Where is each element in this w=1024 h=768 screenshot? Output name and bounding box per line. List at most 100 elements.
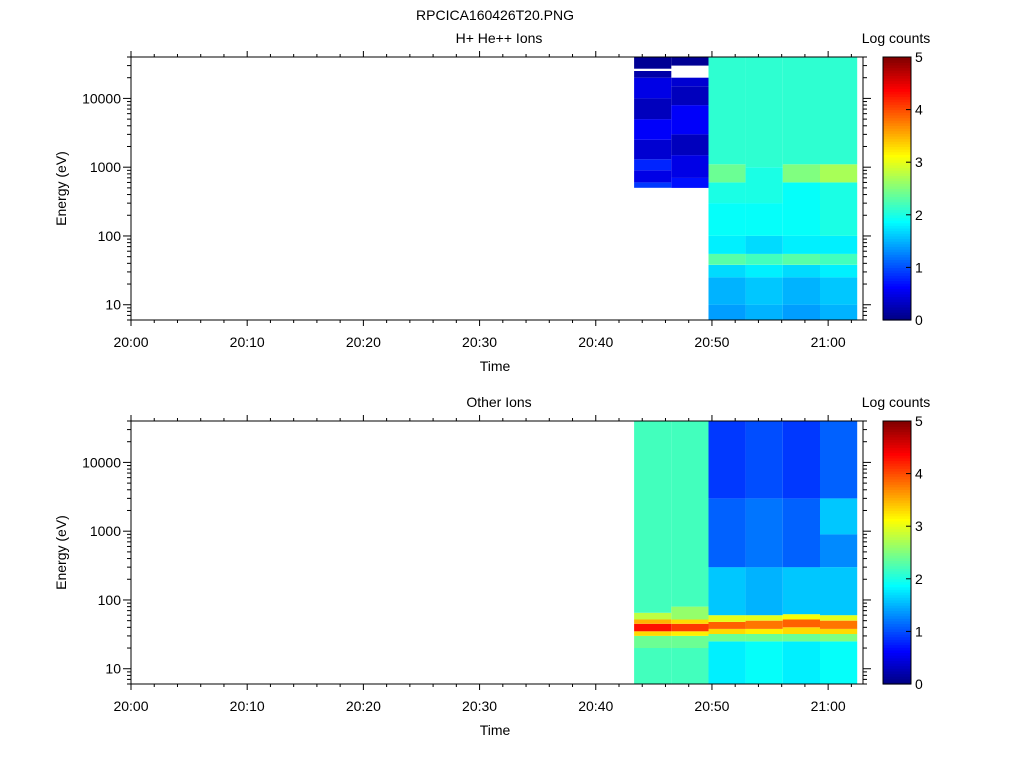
colorbar-segment [883,104,911,108]
colorbar-segment [883,83,911,87]
colorbar-segment [883,449,911,454]
colorbar-segment [883,288,911,292]
plot-frame [130,56,864,321]
colorbar-segment [883,470,911,475]
colorbar-segment [883,520,911,525]
heatmap-cell [820,634,858,642]
heatmap-cell [745,567,783,616]
colorbar-segment [883,277,911,282]
colorbar-segment [883,623,911,627]
colorbar-segment [883,109,911,113]
colorbar-segment [883,668,911,672]
colorbar-label: Log counts [862,394,931,410]
heatmap-cell [745,264,783,278]
colorbar-segment [883,138,911,142]
colorbar-segment [883,106,911,111]
colorbar-frame [882,420,912,685]
colorbar-segment [883,655,911,659]
heatmap-cell [745,277,783,305]
heatmap-cell [745,498,783,568]
colorbar-segment [883,499,911,504]
heatmap-cell [782,236,820,254]
colorbar-segment [883,154,911,158]
colorbar-segment [883,262,911,266]
colorbar-segment [883,280,911,284]
colorbar-segment [883,293,911,297]
heatmap-cell [634,635,672,648]
colorbar-segment [883,560,911,564]
colorbar-segment [883,264,911,268]
colorbar-segment [883,146,911,150]
colorbar-segment [883,225,911,229]
colorbar-segment [883,230,911,234]
heatmap-cell [708,634,746,642]
y-tick-label: 10000 [82,90,121,106]
heatmap-cell [634,623,672,632]
colorbar-segment [883,254,911,258]
heatmap-cell [671,105,709,135]
colorbar-segment [883,298,911,303]
colorbar-segment [883,478,911,483]
colorbar-segment [883,180,911,184]
colorbar-segment [883,227,911,232]
heatmap-cell [745,634,783,642]
colorbar-segment [883,681,911,685]
colorbar-segment [883,494,911,498]
colorbar-segment [883,565,911,569]
heatmap-cell [671,86,709,106]
colorbar-segment [883,96,911,100]
heatmap-cell [820,57,858,165]
heatmap-cell [782,57,820,165]
heatmap-cell [634,619,672,624]
colorbar-segment [883,605,911,609]
heatmap-cell [782,498,820,568]
colorbar-segment [883,628,911,632]
heatmap-cell [708,628,746,634]
y-axis-label: Energy (eV) [53,515,69,590]
colorbar-segment [883,64,911,69]
heatmap-cell [634,139,672,160]
colorbar-segment [883,586,911,590]
colorbar-segment [883,67,911,71]
heatmap-cell [820,641,858,684]
colorbar-segment [883,673,911,677]
colorbar-segment [883,489,911,493]
colorbar-segment [883,220,911,224]
colorbar-segment [883,122,911,126]
colorbar-segment [883,610,911,614]
x-tick-label: 20:50 [694,698,729,714]
colorbar-segment [883,528,911,533]
colorbar-segment [883,80,911,84]
colorbar-segment [883,125,911,129]
colorbar-segment [883,167,911,171]
heatmap-cell [634,57,672,69]
heatmap-cell [708,253,746,265]
colorbar-segment [883,439,911,443]
colorbar-segment [883,447,911,451]
heatmap-cell [820,253,858,265]
colorbar-segment [883,581,911,585]
heatmap-cell [745,641,783,684]
colorbar-segment [883,568,911,572]
heatmap-cell [671,57,709,66]
colorbar-segment [883,436,911,441]
panel-title: H+ He++ Ions [456,30,543,46]
colorbar-segment [883,222,911,226]
x-tick-label: 20:10 [230,698,265,714]
colorbar-segment [883,536,911,540]
colorbar-segment [883,505,911,509]
colorbar-segment [883,114,911,119]
colorbar-segment [883,191,911,195]
colorbar-segment [883,612,911,617]
colorbar-segment [883,647,911,651]
colorbar-segment [883,309,911,313]
x-tick-label: 20:30 [462,334,497,350]
colorbar-segment [883,457,911,462]
colorbar-segment [883,212,911,216]
colorbar-segment [883,557,911,561]
heatmap-cell [745,421,783,499]
colorbar-segment [883,597,911,601]
panel-title: Other Ions [466,394,531,410]
colorbar-segment [883,204,911,208]
heatmap-cell [634,159,672,171]
